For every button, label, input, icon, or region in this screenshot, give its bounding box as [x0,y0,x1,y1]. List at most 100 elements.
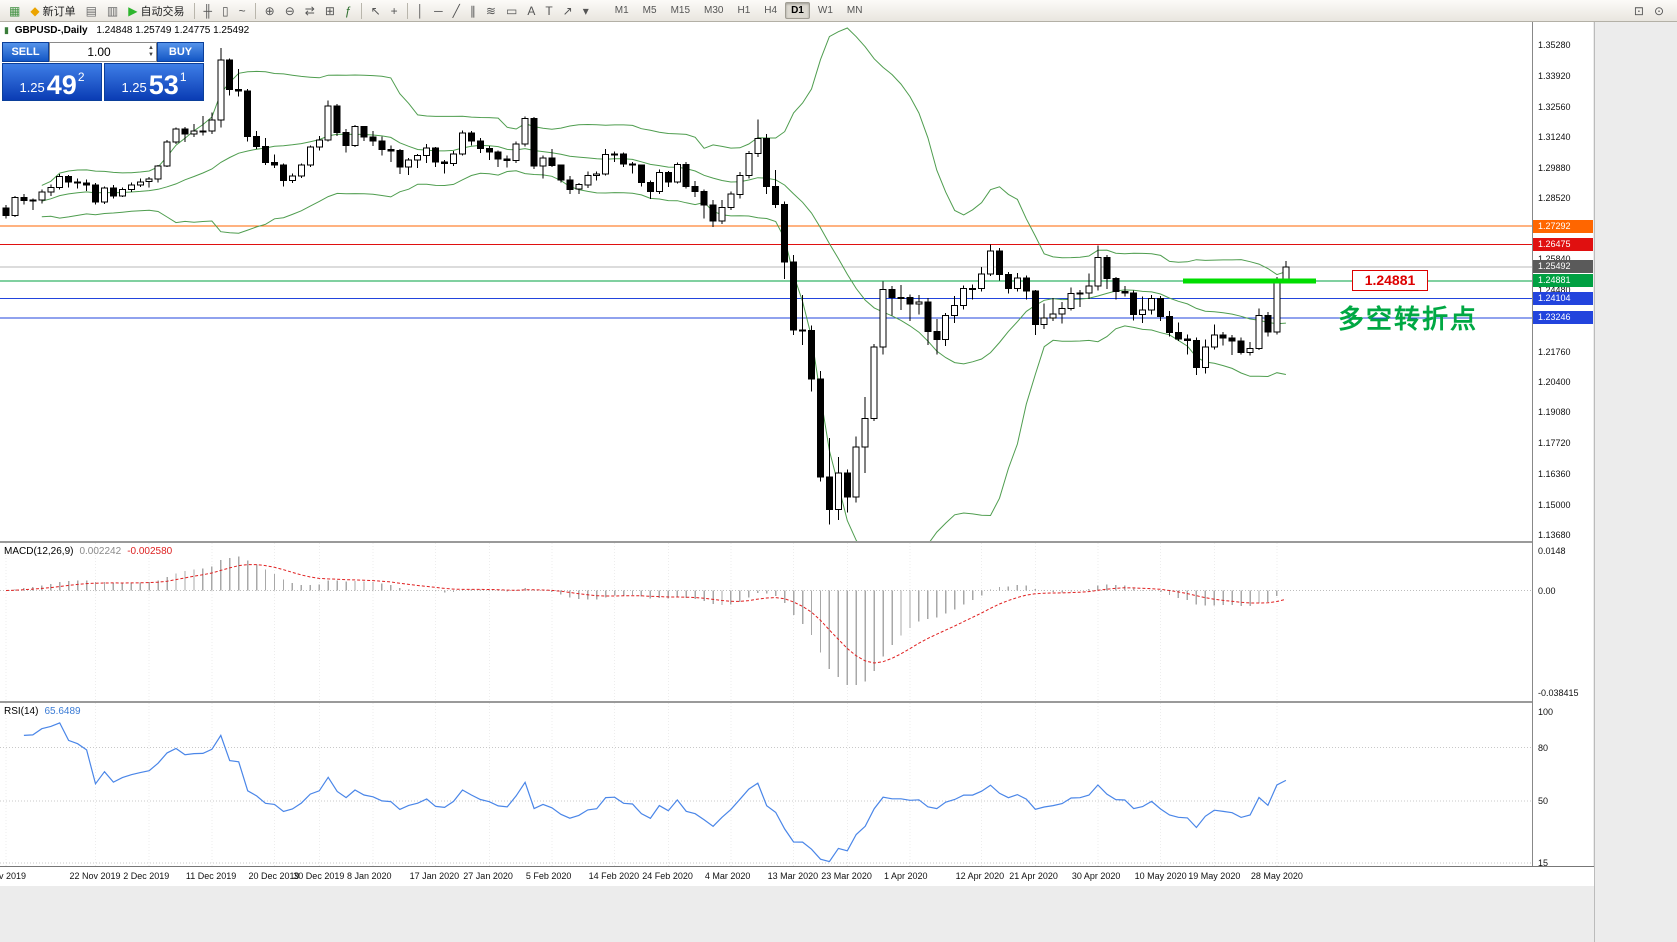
date-axis-label: 30 Dec 2019 [293,871,345,881]
fullscreen-icon[interactable]: ⊙ [1650,2,1668,20]
rsi-value: 65.6489 [44,706,81,717]
shapes-icon[interactable]: ▭ [502,2,521,20]
auto-scroll-icon[interactable]: ⇄ [301,2,319,20]
text-icon[interactable]: A [523,2,539,20]
vertical-line-icon[interactable]: │ [413,2,429,20]
price-axis-label: 1.35280 [1538,40,1571,51]
channel-icon[interactable]: ∥ [466,2,480,20]
price-axis-label: 1.15000 [1538,499,1571,510]
timeframe-w1-button[interactable]: W1 [817,5,833,16]
timeframe-d1-button[interactable]: D1 [785,2,810,19]
timeframe-m15-button[interactable]: M15 [670,5,691,16]
macd-title: MACD(12,26,9) [4,546,74,557]
indicators-icon[interactable]: ƒ [341,2,356,20]
price-axis-label: 1.24480 [1538,284,1571,295]
bollinger-middle-band [41,133,1286,365]
window-arrange-icon[interactable]: ⊡ [1630,2,1648,20]
toolbar-separator [193,2,195,19]
spinner-up-icon[interactable]: ▲ [148,45,154,52]
bar-chart-icon[interactable]: ╫ [200,2,217,20]
timeframe-h4-button[interactable]: H4 [764,5,778,16]
price-marker-1.24881: 1.24881 [1533,274,1593,288]
date-axis-label: 4 Mar 2020 [704,871,751,881]
profiles-icon[interactable]: ▤ [82,2,101,20]
crosshair-icon: + [390,3,398,18]
panel-separator[interactable] [0,701,1593,703]
rsi-axis-label: 15 [1538,858,1549,868]
price-axis-label: 1.29880 [1538,162,1571,173]
toolbar-separator [406,2,408,19]
macd-panel-canvas[interactable] [0,543,1532,701]
turning-point-annotation[interactable]: 多空转折点 [1338,304,1479,334]
macd-histogram [14,556,1287,685]
price-axis[interactable]: 1.35280 1.33920 1.32560 1.31240 1.29880 1.285… [1532,22,1593,868]
zoom-out-icon: ⊖ [284,3,295,18]
more-tools-icon: ▾ [582,3,589,18]
sell-price-prefix: 1.25 [19,79,45,95]
horizontal-line-icon[interactable]: ─ [430,2,447,20]
profiles-icon: ▤ [85,3,97,18]
date-axis-label: 1 Apr 2020 [884,871,928,881]
price-axis-label: 1.25840 [1538,254,1571,265]
macd-signal-value: -0.002580 [127,546,173,557]
fibonacci-icon[interactable]: ≋ [482,2,500,20]
price-axis-label: 1.19080 [1538,407,1571,418]
timeframe-mn-button[interactable]: MN [846,5,863,16]
new-order-button[interactable]: ◆ 新订单 [26,2,79,20]
zoom-in-icon[interactable]: ⊕ [261,2,279,20]
data-window-icon[interactable]: ▥ [103,2,122,20]
one-click-trading-panel: SELL 1.00 ▲ ▼ BUY 1.25 49 2 1.25 53 1 [2,42,204,101]
price-annotation-box[interactable]: 1.24881 [1352,270,1428,291]
date-axis-label: 8 Nov 2019 [0,871,27,881]
autotrading-icon: ▶ [128,3,138,18]
spinner-down-icon[interactable]: ▼ [148,52,154,58]
buy-price-button[interactable]: 1.25 53 1 [104,63,204,101]
ohlc-values: 1.24848 1.25749 1.24775 1.25492 [96,25,250,36]
vertical-line-icon: │ [416,3,425,18]
sell-price-button[interactable]: 1.25 49 2 [2,63,102,101]
autotrading-button-label: 自动交易 [140,5,185,18]
label-icon[interactable]: T [541,2,556,20]
sell-price-pips: 49 [46,70,77,101]
date-axis-label: 10 May 2020 [1134,871,1187,881]
panel-separator[interactable] [0,541,1593,543]
rsi-panel-canvas[interactable] [0,703,1532,866]
more-tools-icon[interactable]: ▾ [579,2,593,20]
timeframe-m1-button[interactable]: M1 [614,5,629,16]
bar-chart-icon: ╫ [203,3,213,18]
lot-spinner[interactable]: ▲ ▼ [148,45,156,58]
buy-price-prefix: 1.25 [121,79,147,95]
cursor-icon[interactable]: ↖ [367,2,385,20]
sell-button[interactable]: SELL [2,42,49,62]
right-gutter [1594,22,1677,942]
buy-button[interactable]: BUY [157,42,204,62]
autotrading-button[interactable]: ▶ 自动交易 [124,2,188,20]
line-chart-icon[interactable]: ~ [235,2,250,20]
date-axis-label: 8 Jan 2020 [347,871,392,881]
date-axis-label: 22 Nov 2019 [69,871,121,881]
timeframe-m5-button[interactable]: M5 [642,5,657,16]
arrows-icon[interactable]: ↗ [559,2,577,20]
main-chart-canvas[interactable] [0,22,1532,541]
chart-shift-icon[interactable]: ⊞ [321,2,339,20]
zoom-out-icon[interactable]: ⊖ [281,2,299,20]
charts-toolbar-icon[interactable]: ▦ [5,2,24,20]
candlestick-chart-icon[interactable]: ▯ [218,2,233,20]
indicators-icon: ƒ [344,3,352,18]
timeframe-m30-button[interactable]: M30 [704,5,724,16]
date-axis-label: 28 May 2020 [1250,871,1303,881]
crosshair-icon[interactable]: + [387,2,402,20]
date-axis-label: 11 Dec 2019 [185,871,237,881]
timeframe-h1-button[interactable]: H1 [737,5,751,16]
date-axis-label: 23 Mar 2020 [821,871,872,881]
lot-value[interactable]: 1.00 [87,45,111,59]
date-axis-label: 14 Feb 2020 [588,871,640,881]
window-arrange-icon: ⊡ [1633,3,1644,18]
channel-icon: ∥ [469,3,476,18]
trendline-icon: ╱ [452,3,460,18]
trendline-icon[interactable]: ╱ [449,2,464,20]
lot-size-input[interactable]: 1.00 ▲ ▼ [49,42,157,62]
buy-price-pips: 53 [148,70,179,101]
cursor-icon: ↖ [370,3,381,18]
